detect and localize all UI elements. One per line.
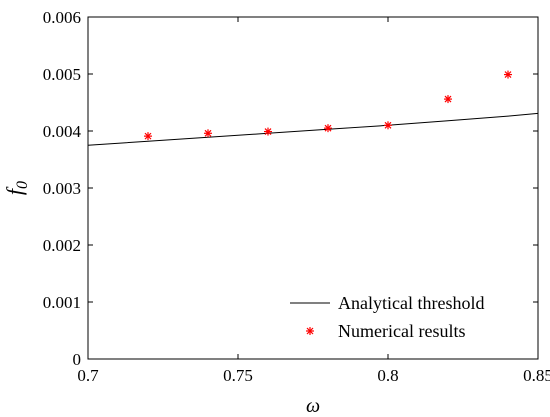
legend-label-analytical: Analytical threshold (338, 293, 484, 313)
y-tick-label: 0.001 (43, 293, 81, 312)
numerical-result-point (264, 127, 272, 136)
series-layer (87, 70, 539, 146)
numerical-result-point (324, 124, 332, 133)
x-tick-label: 0.75 (223, 366, 253, 385)
y-tick-label: 0 (73, 350, 82, 369)
x-tick-label: 0.85 (523, 366, 550, 385)
y-axis-label-sub: 0 (14, 181, 31, 189)
y-tick-label: 0.004 (43, 122, 82, 141)
numerical-result-point (204, 129, 212, 138)
y-tick-label: 0.002 (43, 236, 81, 255)
y-tick-label: 0.006 (43, 8, 81, 27)
numerical-result-point (384, 121, 392, 130)
y-axis-label-main: f (2, 186, 27, 195)
numerical-result-point (504, 70, 512, 79)
x-tick-label: 0.7 (77, 366, 99, 385)
numerical-result-point (444, 95, 452, 104)
legend: Analytical threshold Numerical results (290, 293, 484, 341)
x-axis-label: ω (306, 395, 320, 417)
numerical-result-point (144, 132, 152, 141)
legend-label-numerical: Numerical results (338, 321, 465, 341)
axes-box (87, 16, 539, 360)
legend-marker-numerical (306, 327, 314, 335)
y-axis-label: f0 (2, 181, 31, 195)
y-tick-label: 0.005 (43, 65, 81, 84)
x-tick-label: 0.8 (377, 366, 398, 385)
tick-labels: 0.7 0.75 0.8 0.85 0 0.001 0.002 0.003 0.004 0.005… (43, 8, 550, 385)
y-tick-label: 0.003 (43, 179, 81, 198)
